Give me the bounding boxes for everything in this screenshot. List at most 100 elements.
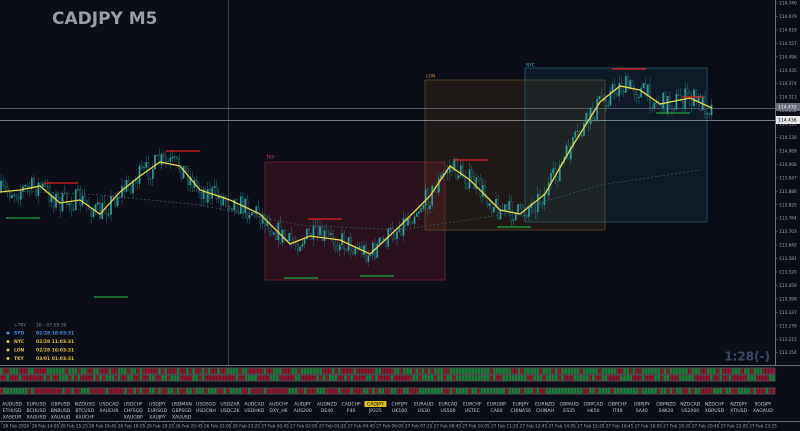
heat-cell bbox=[523, 388, 527, 394]
symbol-button[interactable]: USDCNH bbox=[196, 408, 216, 414]
symbol-button[interactable]: XAUGBP bbox=[124, 415, 143, 421]
symbol-button[interactable]: XAUEUR bbox=[99, 408, 119, 414]
symbol-button[interactable]: BTCUSD bbox=[75, 408, 94, 414]
heat-cell bbox=[663, 375, 667, 381]
symbol-button[interactable]: XAGUSD bbox=[27, 415, 47, 421]
symbol-button[interactable]: ES35 bbox=[563, 408, 575, 414]
symbol-button[interactable]: AUDCAD bbox=[244, 402, 264, 408]
candle bbox=[488, 203, 491, 206]
symbol-button[interactable]: EURUSD bbox=[27, 402, 47, 408]
symbol-button[interactable]: JP225 bbox=[368, 408, 382, 414]
symbol-button[interactable]: NZDCHF bbox=[705, 402, 725, 408]
symbol-button[interactable]: USDCHF bbox=[124, 402, 143, 408]
symbol-button[interactable]: CHFSGD bbox=[124, 408, 144, 414]
symbol-button[interactable]: EURSGD bbox=[148, 408, 168, 414]
symbol-button[interactable]: DXY_H6 bbox=[269, 408, 287, 414]
symbol-button[interactable]: USDMXN bbox=[171, 402, 191, 408]
heat-cell bbox=[0, 388, 3, 394]
symbol-button[interactable]: IT40 bbox=[613, 408, 623, 414]
heat-cell bbox=[192, 375, 195, 381]
symbol-button[interactable]: SA40 bbox=[636, 408, 648, 414]
symbol-button[interactable]: XASEUR bbox=[3, 415, 22, 421]
symbol-button[interactable]: GBPCAD bbox=[584, 402, 604, 408]
heat-cell bbox=[46, 388, 50, 394]
symbol-button[interactable]: NZDCAD bbox=[680, 402, 700, 408]
symbol-button[interactable]: XAUUSD bbox=[172, 415, 192, 421]
symbol-button[interactable]: CADCHF bbox=[342, 402, 362, 408]
symbol-button[interactable]: US2000 bbox=[681, 408, 699, 414]
heat-cell bbox=[474, 368, 478, 374]
symbol-button[interactable]: GBPAUD bbox=[560, 402, 580, 408]
time-label: 26 Feb 2026 bbox=[3, 424, 29, 429]
symbol-button[interactable]: NZDUSD bbox=[75, 402, 95, 408]
symbol-button[interactable]: HK50 bbox=[587, 408, 599, 414]
symbol-button[interactable]: GBPUSD bbox=[51, 402, 71, 408]
symbol-button[interactable]: GBPJPY bbox=[634, 402, 651, 408]
heat-cell bbox=[381, 375, 385, 381]
symbol-button[interactable]: F40 bbox=[347, 408, 356, 414]
symbol-button[interactable]: AUDNZD bbox=[317, 402, 338, 408]
candle bbox=[651, 107, 654, 109]
symbol-button[interactable]: UK100 bbox=[392, 408, 407, 414]
heat-cell bbox=[372, 388, 375, 394]
symbol-button[interactable]: AUDUSD bbox=[2, 402, 22, 408]
heat-cell bbox=[734, 368, 738, 374]
symbol-button[interactable]: BCHUSD bbox=[27, 408, 47, 414]
symbol-button[interactable]: GBPCHF bbox=[608, 402, 627, 408]
symbol-button[interactable]: USDCZK bbox=[220, 408, 240, 414]
heat-cell bbox=[151, 388, 155, 394]
candle bbox=[151, 169, 154, 179]
symbol-button[interactable]: AUS200 bbox=[294, 408, 312, 414]
heat-cell bbox=[548, 388, 552, 394]
heat-cell bbox=[65, 375, 68, 381]
heat-cell bbox=[117, 375, 121, 381]
heat-cell bbox=[288, 375, 292, 381]
clock-header-time: 16 - 07:58:39 bbox=[36, 323, 67, 329]
symbol-button[interactable]: US500 bbox=[441, 408, 456, 414]
symbol-button[interactable]: XAUCHF bbox=[75, 415, 94, 421]
session-label: TKY bbox=[265, 155, 275, 161]
symbol-button[interactable]: XTIUSD bbox=[730, 408, 748, 414]
symbol-button[interactable]: USDSGD bbox=[196, 402, 216, 408]
heat-cell bbox=[685, 375, 688, 381]
symbol-button[interactable]: AUDCHF bbox=[269, 402, 289, 408]
symbol-button[interactable]: USDJPY bbox=[149, 402, 166, 408]
symbol-button[interactable]: BNBUSD bbox=[51, 408, 71, 414]
symbol-button[interactable]: SWI20 bbox=[659, 408, 674, 414]
heat-cell bbox=[257, 388, 261, 394]
symbol-button[interactable]: GBPNZD bbox=[656, 402, 676, 408]
symbol-button[interactable]: DE40 bbox=[321, 408, 333, 414]
symbol-button[interactable]: USDHKD bbox=[244, 408, 264, 414]
symbol-button[interactable]: EURCHF bbox=[463, 402, 482, 408]
heat-cell bbox=[334, 368, 338, 374]
symbol-button[interactable]: XAGAUD bbox=[753, 408, 773, 414]
symbol-button[interactable]: CADJPY bbox=[367, 402, 384, 408]
ask-box bbox=[776, 116, 800, 124]
symbol-button[interactable]: EURCAD bbox=[438, 402, 458, 408]
symbol-button[interactable]: ETHUSD bbox=[3, 408, 22, 414]
symbol-button[interactable]: USTEC bbox=[465, 408, 480, 414]
symbol-button[interactable]: EURGBP bbox=[487, 402, 506, 408]
candle bbox=[228, 206, 231, 209]
heat-cell bbox=[530, 375, 533, 381]
heat-cell bbox=[170, 368, 174, 374]
symbol-button[interactable]: GBPSGD bbox=[172, 408, 192, 414]
symbol-button[interactable]: EURNZD bbox=[535, 402, 555, 408]
symbol-button[interactable]: USDZAR bbox=[220, 402, 240, 408]
symbol-button[interactable]: XAUJPY bbox=[149, 415, 166, 421]
symbol-button[interactable]: US30 bbox=[418, 408, 430, 414]
symbol-button[interactable]: CHINA50 bbox=[510, 408, 531, 414]
symbol-button[interactable]: USDCAD bbox=[99, 402, 119, 408]
symbol-button[interactable]: CA60 bbox=[490, 408, 502, 414]
symbol-button[interactable]: CHFJPY bbox=[392, 402, 408, 408]
symbol-button[interactable]: EURJPY bbox=[513, 402, 529, 408]
symbol-button[interactable]: XAUAUD bbox=[51, 415, 71, 421]
heat-cell bbox=[750, 388, 753, 394]
symbol-button[interactable]: CHINAH bbox=[536, 408, 554, 414]
heat-cell bbox=[24, 375, 28, 381]
symbol-button[interactable]: EURAUD bbox=[414, 402, 434, 408]
symbol-button[interactable]: XBRUSD bbox=[705, 408, 725, 414]
symbol-button[interactable]: AUDJPY bbox=[294, 402, 311, 408]
symbol-button[interactable]: SGDJPY bbox=[754, 402, 771, 408]
symbol-button[interactable]: NZDJPY bbox=[730, 402, 747, 408]
